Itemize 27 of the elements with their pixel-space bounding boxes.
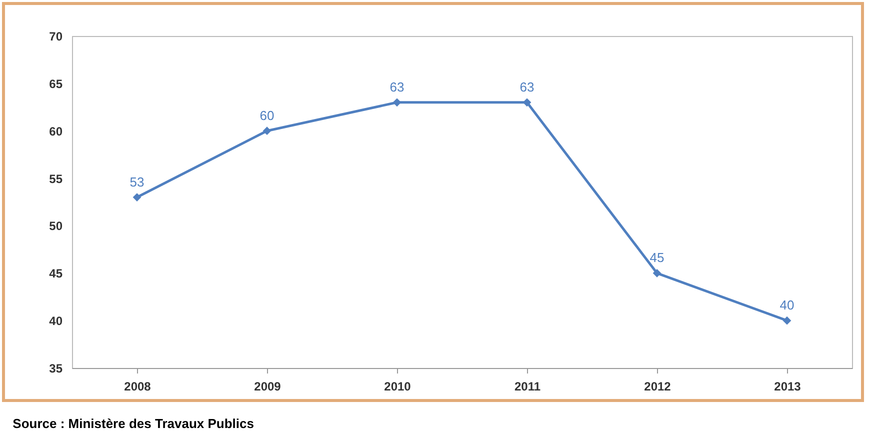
data-label: 60 (260, 108, 274, 123)
data-label: 53 (130, 174, 144, 190)
y-tick-label: 60 (49, 124, 63, 138)
source-note: Source : Ministère des Travaux Publics (12, 416, 254, 431)
x-tick-label: 2013 (774, 380, 802, 394)
y-tick-label: 50 (49, 219, 63, 234)
y-tick-label: 35 (49, 362, 63, 376)
point (522, 98, 532, 107)
point (132, 193, 142, 202)
y-tick-label: 45 (49, 266, 63, 281)
y-tick-label: 40 (49, 314, 63, 328)
point (392, 98, 402, 107)
y-tick-label: 55 (49, 172, 63, 186)
point (782, 316, 792, 325)
x-tick-label: 2012 (644, 380, 672, 394)
data-label: 45 (650, 250, 664, 266)
data-label: 63 (520, 79, 534, 94)
y-tick-label: 70 (49, 30, 63, 44)
point (652, 268, 662, 278)
x-tick-label: 2008 (124, 380, 152, 394)
data-label: 40 (780, 298, 794, 313)
point (262, 126, 272, 136)
x-tick-label: 2010 (384, 380, 412, 394)
data-label: 63 (390, 79, 404, 94)
x-tick-label: 2009 (254, 380, 282, 394)
x-tick-label: 2011 (514, 380, 541, 394)
y-tick-label: 65 (49, 76, 63, 91)
